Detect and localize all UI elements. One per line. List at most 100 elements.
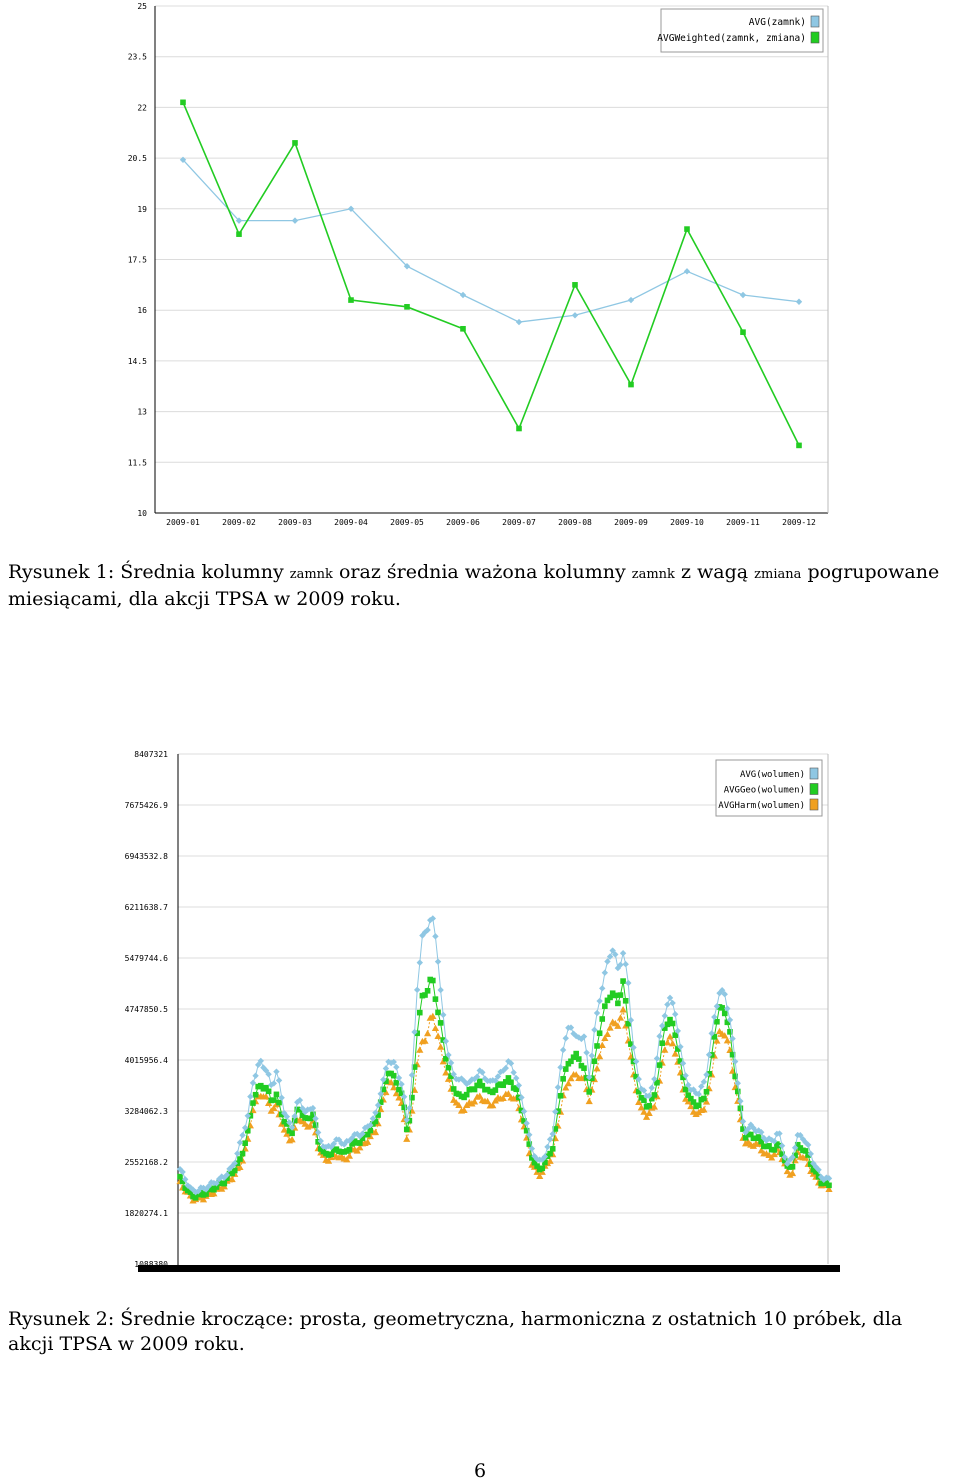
chart-monthly-average: 10 11.5 13 14.5 16 17.5 19 20.5 22 23.5 25 2009-01… <box>128 2 829 527</box>
data-point <box>792 1152 798 1159</box>
data-point <box>489 1101 497 1109</box>
y-tick-label: 5479744.6 <box>125 954 169 963</box>
data-point <box>575 1056 582 1062</box>
data-point <box>654 1079 660 1086</box>
legend-label: AVGHarm(wolumen) <box>718 801 805 811</box>
data-point <box>424 987 431 994</box>
caption-text: Rysunek 2: Średnie kroczące: prosta, geo… <box>8 1308 903 1355</box>
data-point <box>669 1039 677 1047</box>
data-point <box>369 1115 377 1122</box>
data-point <box>572 1071 580 1078</box>
data-point <box>241 1145 249 1152</box>
caption-text: oraz średnia ważona kolumny <box>338 561 626 583</box>
data-point <box>596 997 603 1005</box>
data-point <box>591 1058 598 1065</box>
caption-code-zmiana: zmiana <box>754 567 802 582</box>
data-point <box>252 1091 259 1098</box>
data-point <box>677 1058 684 1064</box>
data-point <box>588 1052 596 1059</box>
data-point <box>609 947 616 954</box>
caption-code-zamnk: zamnk <box>631 567 675 582</box>
data-point <box>371 1128 380 1136</box>
data-point <box>677 1043 684 1050</box>
data-point <box>700 1106 708 1113</box>
data-point <box>572 282 578 288</box>
data-point <box>742 1134 749 1141</box>
data-point <box>568 1058 574 1065</box>
data-point <box>179 1178 186 1185</box>
data-point <box>497 1068 504 1076</box>
data-point <box>656 1062 663 1068</box>
data-point <box>364 1138 372 1145</box>
data-point <box>719 1005 725 1011</box>
data-point <box>505 1058 512 1065</box>
figure-caption-2: Rysunek 2: Średnie kroczące: prosta, geo… <box>8 1307 952 1357</box>
data-point <box>403 1126 410 1133</box>
y-tick-label: 25 <box>137 2 147 11</box>
data-point <box>635 1088 642 1095</box>
data-point <box>504 1090 513 1097</box>
data-point <box>731 1058 739 1065</box>
data-point <box>664 1001 671 1008</box>
data-point <box>617 961 624 968</box>
data-point <box>680 1074 686 1081</box>
data-point <box>562 1084 570 1091</box>
figure-caption-1: Rysunek 1: Średnia kolumny zamnk oraz śr… <box>8 560 952 612</box>
data-point <box>729 1051 736 1058</box>
data-point <box>310 1111 316 1118</box>
data-point <box>353 1147 361 1154</box>
data-point <box>628 1041 634 1047</box>
data-point <box>671 1050 679 1057</box>
data-point <box>708 1030 715 1037</box>
data-point <box>291 217 299 224</box>
data-point <box>437 1043 445 1050</box>
data-point <box>645 1109 653 1116</box>
data-point <box>273 1068 280 1075</box>
data-point <box>442 1069 450 1076</box>
data-point <box>672 1032 679 1038</box>
x-tick-label: 2009-11 <box>726 518 760 527</box>
data-point <box>440 1011 447 1019</box>
data-point <box>683 268 691 275</box>
data-point <box>223 1171 231 1179</box>
data-point <box>521 1118 527 1124</box>
data-point <box>583 1049 590 1056</box>
data-point <box>445 1064 452 1071</box>
y-tick-label: 1088380 <box>134 1260 168 1269</box>
data-point <box>180 99 186 106</box>
data-point <box>570 1054 577 1061</box>
data-point <box>448 1073 454 1079</box>
data-point <box>288 1136 296 1143</box>
data-point <box>396 1086 402 1093</box>
legend-swatch <box>809 783 819 795</box>
data-point <box>460 1106 468 1113</box>
data-point <box>745 1125 752 1133</box>
data-point <box>534 1163 540 1169</box>
data-point <box>513 1074 520 1082</box>
data-point <box>239 1150 246 1157</box>
data-point <box>470 1098 479 1105</box>
x-tick-label: 2009-09 <box>614 518 648 527</box>
data-point <box>593 1065 601 1072</box>
data-point <box>688 1095 694 1102</box>
data-point <box>347 205 355 212</box>
data-point <box>280 1126 288 1133</box>
data-point <box>390 1083 398 1091</box>
legend-label: AVG(zamnk) <box>749 17 806 28</box>
y-tick-label: 6211638.7 <box>125 903 169 912</box>
data-point <box>393 1080 400 1086</box>
y-tick-label: 16 <box>137 306 147 315</box>
data-point <box>640 1108 648 1115</box>
data-point <box>317 1137 324 1145</box>
y-tick-label: 19 <box>137 205 147 214</box>
legend-swatch <box>810 31 820 44</box>
data-point <box>625 979 632 987</box>
data-point <box>713 1003 721 1010</box>
data-point <box>221 1180 228 1187</box>
data-point <box>732 1073 738 1080</box>
data-point <box>411 1028 418 1036</box>
x-tick-label: 2009-04 <box>334 518 368 527</box>
data-point <box>656 1033 663 1040</box>
data-point <box>682 1086 689 1093</box>
data-point <box>617 992 624 998</box>
